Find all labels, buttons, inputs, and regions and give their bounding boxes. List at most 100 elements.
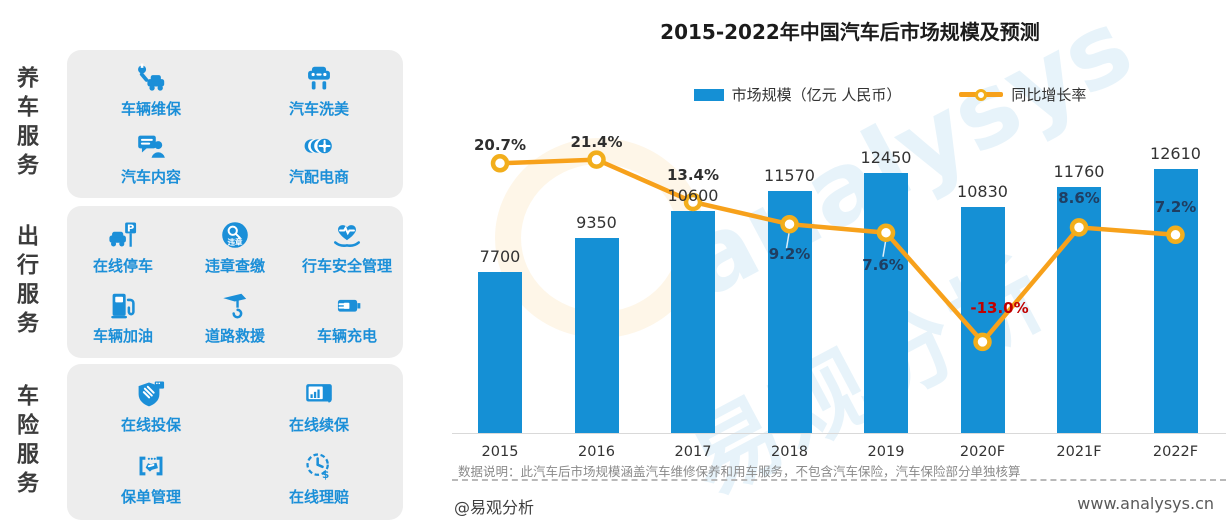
service-item-label: 车辆加油: [92, 327, 153, 345]
service-item-label: 车辆维保: [120, 99, 181, 118]
bar-2020F: [960, 206, 1005, 433]
line-marker: [490, 154, 510, 173]
chart-region: analysys 易观分析 2015-2022年中国汽车后市场规模及预测 市场规…: [440, 0, 1226, 525]
tow-hook-icon: [215, 288, 255, 322]
svg-text:$: $: [322, 469, 329, 481]
bar-value-label: 10600: [667, 186, 719, 206]
tablet-click-icon: [299, 377, 339, 411]
growth-line: [499, 157, 1176, 346]
line-marker: [1069, 218, 1089, 237]
service-item: 车辆加油: [93, 288, 153, 346]
growth-rate-label: 9.2%: [768, 245, 811, 264]
bar-value-label: 10830: [957, 181, 1008, 201]
bar-value-label: 12610: [1150, 144, 1201, 164]
bar-swatch-icon: [693, 88, 724, 101]
x-axis-label: 2018: [771, 444, 808, 460]
line-marker: [780, 214, 799, 234]
legend-item-growth-rate: 同比增长率: [959, 84, 1086, 105]
category-label-3: 车险服务: [13, 384, 38, 500]
chart-legend: 市场规模（亿元 人民币） 同比增长率: [554, 84, 1226, 105]
labels-layer: 7700 2015 9350 2016 10600 2017 11570 2018 12450 2…: [440, 0, 1226, 525]
service-item: 汽车洗美: [289, 61, 349, 119]
x-axis-label: 2017: [674, 444, 712, 460]
chart-title: 2015-2022年中国汽车后市场规模及预测: [660, 20, 1040, 44]
data-note: 数据说明：此汽车后市场规模涵盖汽车维修保养和用车服务，不包含汽车保险，汽车保险部…: [458, 464, 1021, 479]
bar-2019: [864, 172, 908, 433]
x-axis-label: 2020F: [959, 444, 1006, 460]
service-item-label: 违章查缴: [204, 257, 265, 275]
service-item-label: 汽车内容: [120, 168, 181, 187]
growth-rate-label: -13.0%: [970, 298, 1029, 317]
service-panel-2: P 在线停车 违章 违章查缴 行车安全管理 车辆加油 道路救援 车辆充电: [67, 206, 403, 358]
dashed-separator: [452, 479, 1226, 481]
legend-label: 同比增长率: [1011, 86, 1087, 104]
policy-doc-icon: [131, 449, 171, 483]
line-marker: [587, 150, 606, 169]
wrench-car-icon: [131, 61, 171, 95]
car-wash-lift-icon: [299, 61, 339, 95]
bar-value-label: 9350: [576, 212, 617, 232]
service-item-label: 在线停车: [92, 257, 153, 275]
service-item: 车辆充电: [317, 288, 377, 346]
growth-rate-label: 8.6%: [1058, 189, 1100, 208]
line-swatch-icon: [959, 88, 1004, 101]
website-url: www.analysys.cn: [1077, 494, 1214, 513]
shield-icon: [131, 377, 171, 411]
growth-rate-label: 7.2%: [1154, 197, 1197, 216]
service-item-label: 在线理赔: [288, 487, 349, 506]
service-item: P 在线停车: [93, 218, 153, 276]
x-axis-label: 2019: [867, 444, 905, 460]
service-item-label: 保单管理: [120, 487, 181, 506]
service-item: 保单管理: [121, 449, 181, 507]
safety-heart-hand-icon: [327, 218, 367, 252]
bar-value-label: 11760: [1053, 162, 1105, 182]
growth-rate-label: 21.4%: [570, 132, 623, 151]
growth-rate-label: 20.7%: [473, 136, 527, 155]
service-item-label: 在线续保: [288, 416, 349, 435]
x-axis-line: [452, 433, 1226, 434]
x-axis-label: 2021F: [1056, 444, 1102, 460]
bar-2017: [671, 211, 715, 433]
line-marker: [1166, 225, 1185, 245]
service-item-label: 道路救援: [204, 327, 265, 345]
growth-rate-label: 7.6%: [862, 255, 904, 274]
service-item: $ 在线理赔: [289, 449, 349, 507]
line-marker: [683, 192, 703, 212]
service-item: 行车安全管理: [302, 218, 392, 276]
service-item: 在线续保: [289, 377, 349, 435]
tires-icon: [299, 129, 339, 163]
svg-text:违章: 违章: [228, 236, 243, 246]
svg-text:P: P: [127, 223, 134, 234]
service-item: 车辆维保: [121, 61, 181, 119]
growth-rate-label: 13.4%: [666, 165, 720, 184]
service-item-label: 车辆充电: [316, 327, 377, 345]
line-marker: [973, 332, 992, 352]
growth-line-layer: [490, 150, 1185, 352]
legend-label: 市场规模（亿元 人民币）: [731, 86, 902, 104]
service-item-label: 汽配电商: [288, 168, 349, 187]
line-marker: [876, 223, 896, 242]
service-panel-3: 在线投保 在线续保保单管理 $ 在线理赔: [67, 364, 403, 520]
bar-value-label: 12450: [860, 147, 912, 167]
bar-value-label: 11570: [764, 166, 815, 186]
service-item: 在线投保: [121, 377, 181, 435]
service-item-label: 在线投保: [120, 416, 181, 435]
bar-value-label: 7700: [479, 247, 521, 267]
x-axis-label: 2022F: [1152, 444, 1199, 460]
service-item: 汽配电商: [289, 129, 349, 187]
category-label-2: 出行服务: [13, 224, 38, 340]
service-sidebar: 养车服务 车辆维保 汽车洗美 汽车内容 汽配电商 出行服务 P 在线停车 违章 违章查缴 行车安全管…: [0, 0, 430, 525]
category-label-1: 养车服务: [13, 66, 38, 182]
service-item-label: 汽车洗美: [288, 99, 349, 118]
x-axis-label: 2016: [578, 444, 615, 460]
violation-search-icon: 违章: [215, 218, 255, 252]
x-axis-label: 2015: [481, 444, 519, 460]
claim-clock-icon: $: [299, 449, 339, 483]
fuel-pump-icon: [103, 288, 143, 322]
brand-credit: @易观分析: [454, 498, 535, 517]
service-item: 道路救援: [205, 288, 265, 346]
bar-2022F: [1153, 169, 1198, 433]
service-item: 违章 违章查缴: [205, 218, 265, 276]
parking-icon: P: [103, 218, 143, 252]
bar-2015: [478, 272, 522, 433]
